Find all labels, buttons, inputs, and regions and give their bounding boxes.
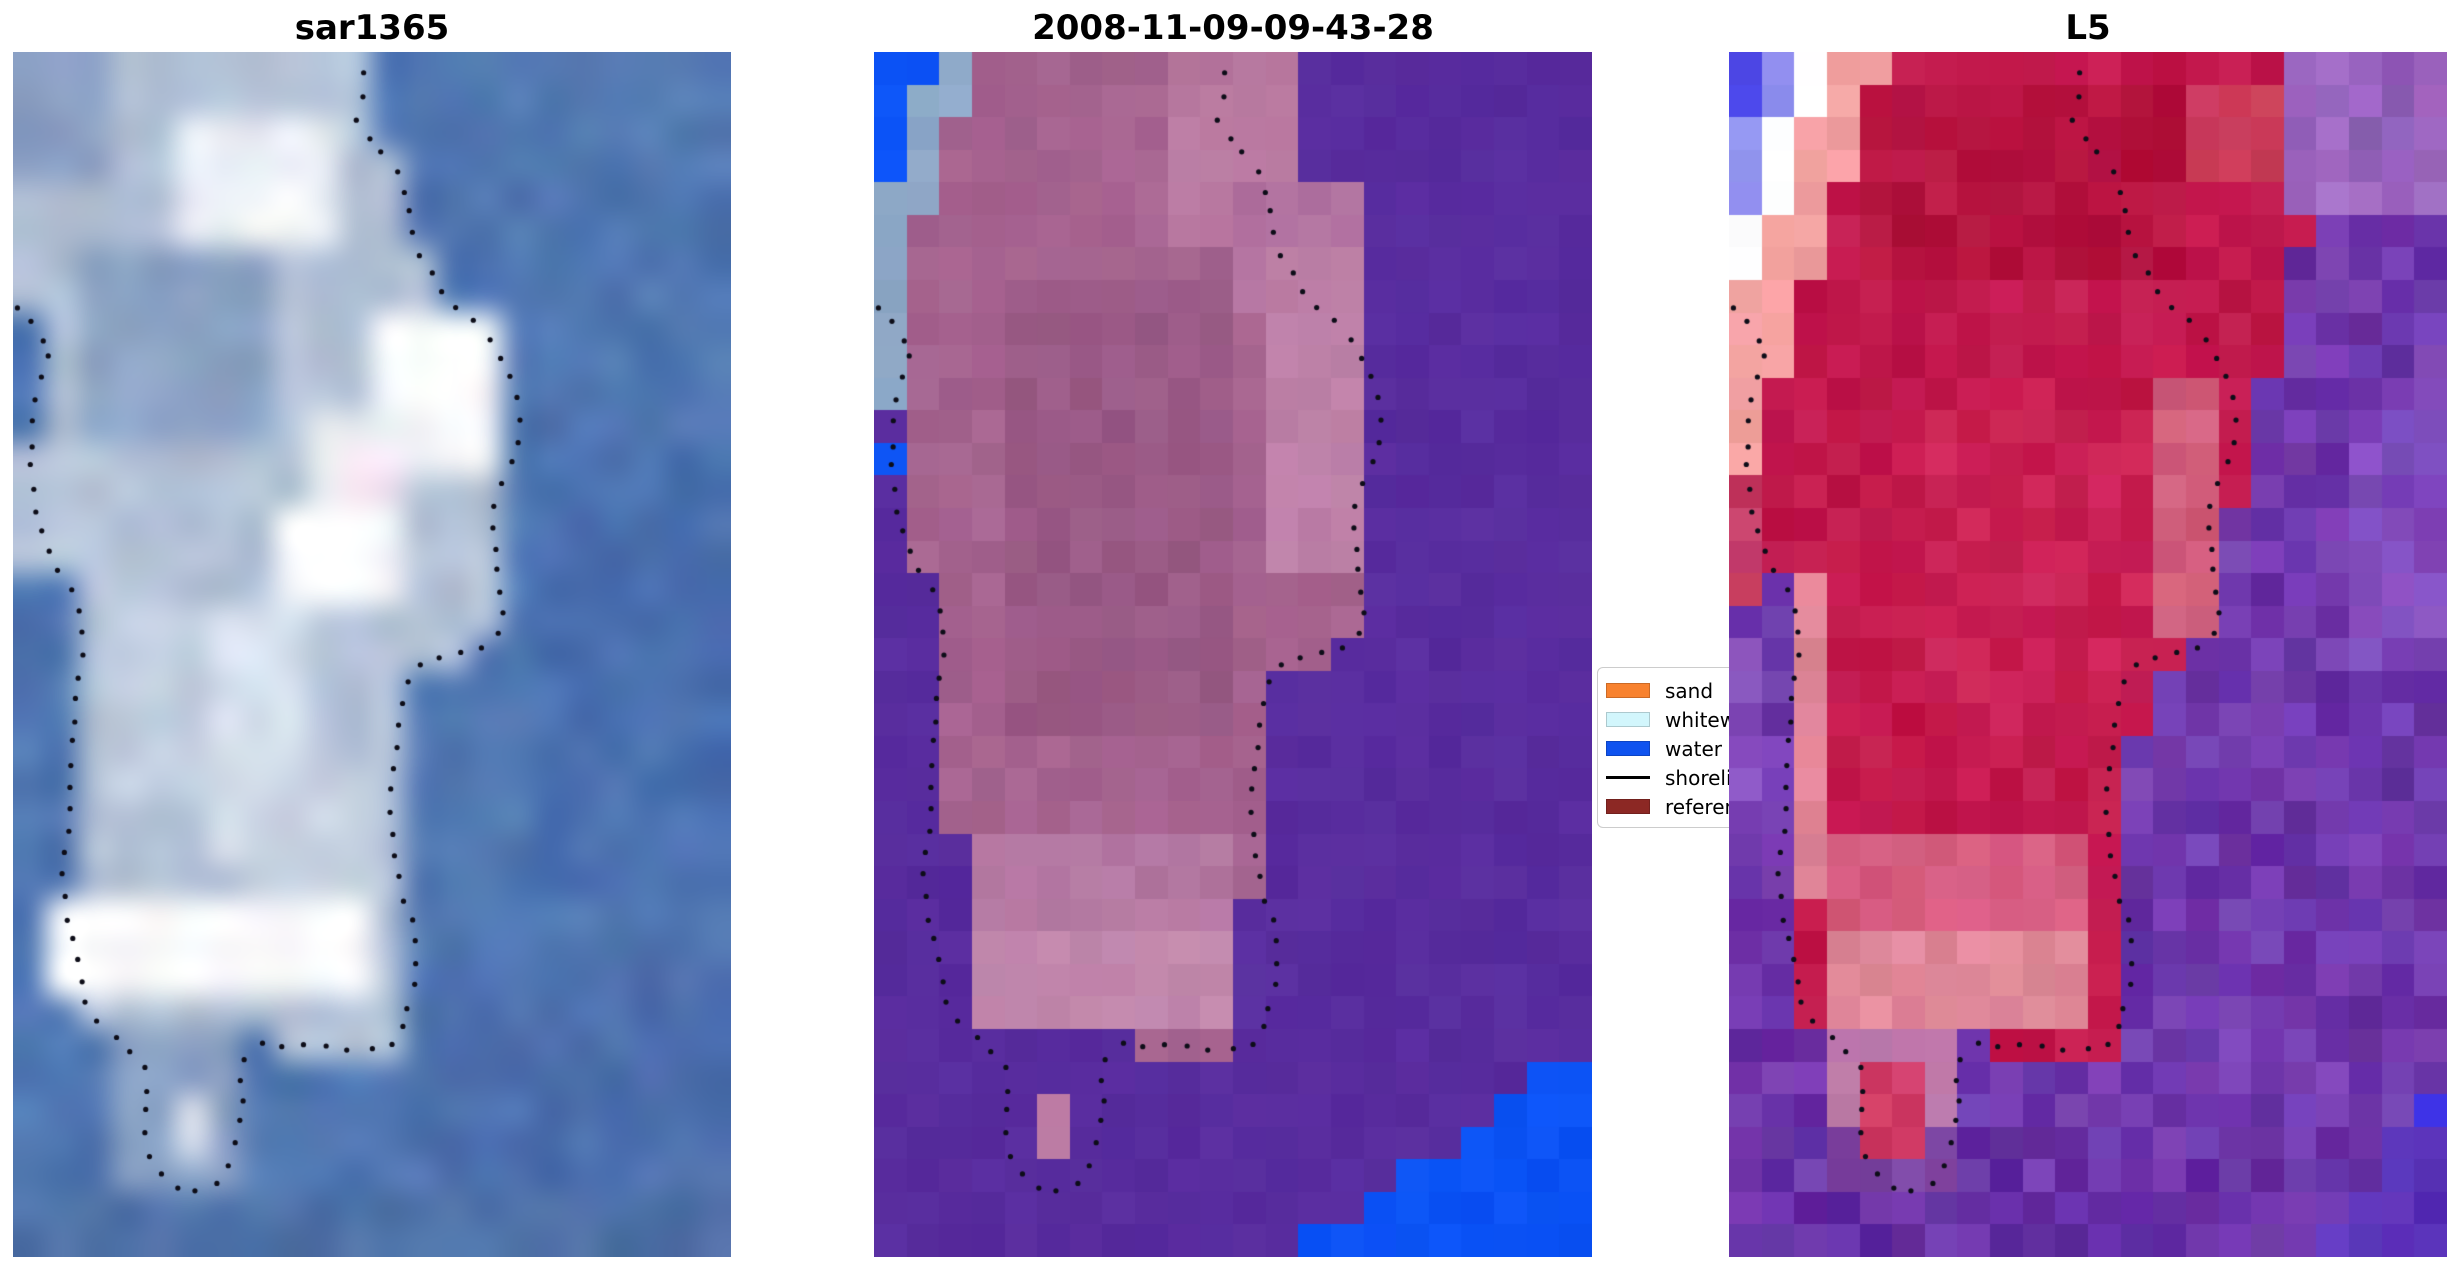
panel-title-1: 2008-11-09-09-43-28 [1032,8,1434,48]
whitewater-swatch-icon [1606,712,1650,727]
legend-label-water: water [1665,736,1722,761]
panel-canvas-1 [874,52,1592,1257]
legend-item-water: water [1606,736,1782,761]
water-swatch-icon [1606,741,1650,756]
panel-title-0: sar1365 [294,8,450,48]
legend-item-sand: sand [1606,678,1782,703]
panel-title-2: L5 [2065,8,2111,48]
sand-swatch-icon [1606,683,1650,698]
panel-canvas-0 [13,52,731,1257]
reference-swatch-icon [1606,799,1650,814]
legend-label-sand: sand [1665,678,1714,703]
panel-canvas-2 [1729,52,2447,1257]
shoreline-line-icon [1606,776,1650,779]
